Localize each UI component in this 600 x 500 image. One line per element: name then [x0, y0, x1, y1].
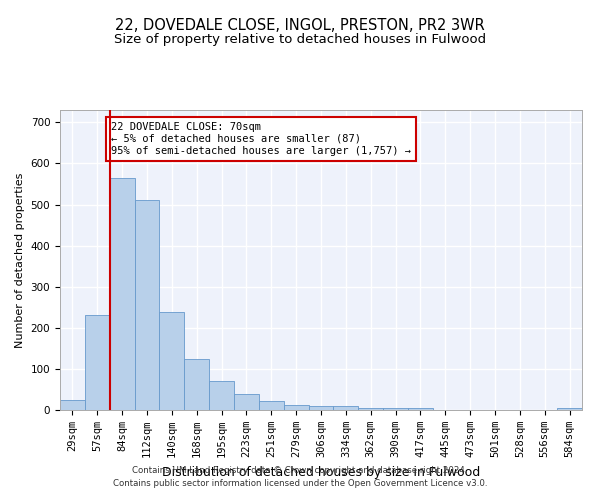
Bar	[557, 408, 582, 410]
Bar	[284, 404, 308, 410]
Bar	[85, 316, 110, 410]
Bar	[383, 408, 408, 410]
X-axis label: Distribution of detached houses by size in Fulwood: Distribution of detached houses by size …	[162, 466, 480, 478]
Bar	[184, 360, 209, 410]
Bar	[134, 200, 160, 410]
Bar	[358, 408, 383, 410]
Y-axis label: Number of detached properties: Number of detached properties	[15, 172, 25, 348]
Bar	[110, 178, 134, 410]
Text: Size of property relative to detached houses in Fulwood: Size of property relative to detached ho…	[114, 32, 486, 46]
Bar	[308, 406, 334, 410]
Bar	[234, 394, 259, 410]
Bar	[259, 401, 284, 410]
Text: 22, DOVEDALE CLOSE, INGOL, PRESTON, PR2 3WR: 22, DOVEDALE CLOSE, INGOL, PRESTON, PR2 …	[115, 18, 485, 32]
Text: 22 DOVEDALE CLOSE: 70sqm
← 5% of detached houses are smaller (87)
95% of semi-de: 22 DOVEDALE CLOSE: 70sqm ← 5% of detache…	[111, 122, 411, 156]
Text: Contains HM Land Registry data © Crown copyright and database right 2024.
Contai: Contains HM Land Registry data © Crown c…	[113, 466, 487, 487]
Bar	[209, 381, 234, 410]
Bar	[160, 312, 184, 410]
Bar	[60, 400, 85, 410]
Bar	[334, 406, 358, 410]
Bar	[408, 408, 433, 410]
